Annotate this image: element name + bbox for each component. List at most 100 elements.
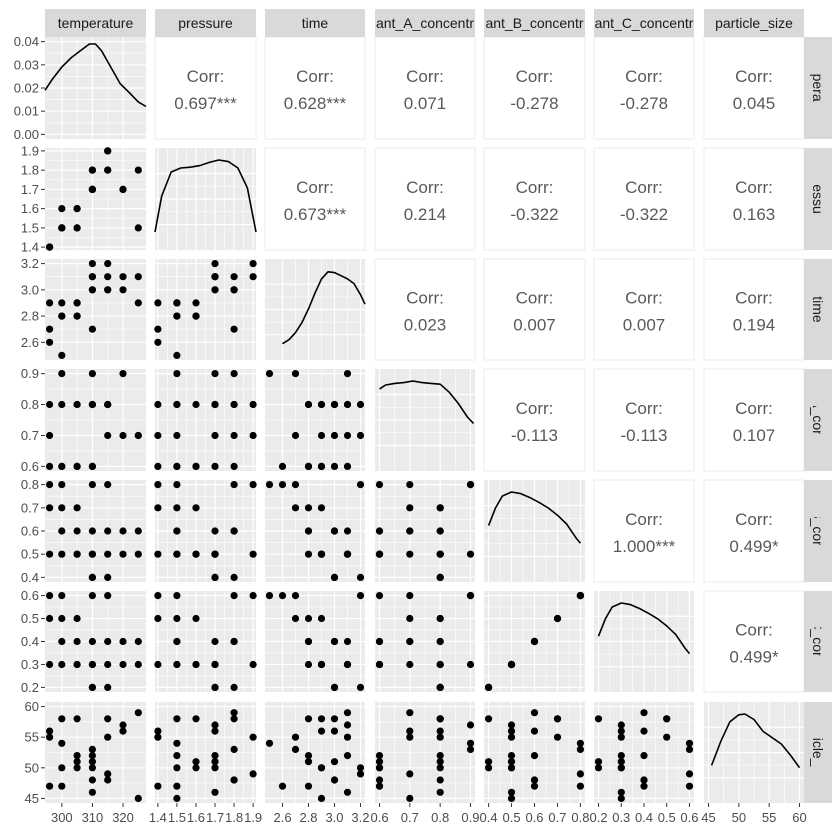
corr-panel-background	[374, 258, 476, 361]
y-tick-label: 1.9	[21, 143, 39, 158]
scatter-point	[104, 637, 112, 646]
y-tick-label: 45	[25, 791, 39, 806]
scatter-point	[73, 312, 81, 320]
right-strip: time	[804, 259, 832, 360]
scatter-point	[356, 592, 365, 600]
panel-1-6: Corr: 0.163	[703, 147, 805, 251]
x-tick-label: 0.3	[612, 810, 630, 825]
corr-label: Corr:	[296, 67, 334, 86]
scatter-point	[317, 462, 326, 470]
corr-panel-background	[374, 36, 476, 140]
corr-value: 0.045	[733, 94, 776, 113]
panel-4-5: Corr: 1.000***	[593, 479, 695, 583]
x-tick-label: 55	[762, 810, 776, 825]
corr-value: -0.278	[620, 94, 668, 113]
scatter-point	[104, 770, 112, 778]
corr-value: -0.322	[620, 205, 668, 224]
scatter-point	[73, 224, 81, 232]
strip-label: ant_C_concentr	[595, 15, 694, 31]
scatter-point	[406, 614, 414, 623]
scatter-point	[265, 481, 274, 489]
scatter-point	[249, 400, 257, 409]
scatter-point	[291, 614, 300, 623]
panel-3-3	[375, 369, 475, 471]
scatter-point	[436, 573, 444, 582]
panel-0-2: Corr: 0.628***	[264, 36, 366, 140]
y-tick-label: 55	[25, 730, 39, 745]
scatter-point	[73, 637, 81, 646]
scatter-point	[58, 205, 66, 213]
x-tick-label: 0.8	[571, 810, 589, 825]
scatter-point	[356, 764, 365, 772]
scatter-point	[211, 527, 219, 535]
corr-panel-background	[703, 36, 805, 140]
panel-1-2: Corr: 0.673***	[264, 147, 366, 251]
panel-4-0	[45, 480, 146, 582]
scatter-point	[663, 715, 671, 723]
scatter-point	[249, 481, 257, 489]
panel-3-5: Corr: -0.113	[593, 368, 695, 472]
scatter-point	[104, 592, 112, 600]
scatter-point	[249, 550, 257, 558]
corr-value: 0.023	[404, 316, 447, 335]
scatter-point	[507, 758, 516, 766]
scatter-point	[154, 338, 162, 346]
x-tick-label: 45	[701, 810, 715, 825]
y-tick-label: 0.8	[21, 477, 39, 492]
scatter-point	[375, 592, 384, 600]
scatter-point	[88, 273, 96, 281]
scatter-point	[436, 683, 444, 692]
panel-0-6: Corr: 0.045	[703, 36, 805, 140]
top-strip: particle_size	[704, 9, 804, 37]
scatter-point	[265, 370, 274, 378]
scatter-point	[154, 481, 162, 489]
scatter-point	[73, 752, 81, 760]
density-curve	[44, 43, 147, 108]
scatter-point	[211, 550, 219, 558]
scatter-point	[291, 431, 300, 440]
right-strip: temperature	[804, 37, 832, 139]
scatter-point	[436, 614, 444, 623]
x-tick-label: 0.4	[480, 810, 498, 825]
scatter-point	[230, 370, 238, 378]
scatter-point	[154, 299, 162, 307]
scatter-point	[104, 273, 112, 281]
scatter-point	[192, 462, 200, 470]
scatter-point	[406, 794, 414, 803]
scatter-point	[278, 481, 287, 489]
scatter-point	[330, 573, 339, 582]
scatter-point	[119, 185, 127, 193]
right-strip: ant_A_concentr	[804, 369, 832, 471]
scatter-point	[304, 550, 313, 558]
scatter-point	[249, 770, 257, 778]
scatter-point	[304, 504, 313, 512]
scatter-point	[73, 299, 81, 307]
panel-5-3	[375, 591, 475, 692]
corr-label: Corr:	[625, 289, 663, 308]
scatter-point	[330, 776, 339, 784]
corr-value: 0.628***	[284, 94, 347, 113]
scatter-point	[134, 794, 142, 803]
scatter-point	[436, 764, 444, 772]
scatter-point	[230, 637, 238, 646]
scatter-point	[507, 727, 516, 735]
scatter-point	[192, 764, 200, 772]
density-curve	[597, 602, 691, 655]
scatter-point	[46, 727, 54, 735]
scatter-point	[530, 727, 539, 735]
scatter-point	[211, 758, 219, 766]
x-tick-label: 1.6	[187, 810, 205, 825]
scatter-point	[173, 462, 181, 470]
corr-label: Corr:	[516, 178, 554, 197]
scatter-point	[375, 637, 384, 646]
panel-6-5	[594, 702, 694, 803]
scatter-point	[375, 776, 384, 784]
scatter-point	[173, 299, 181, 307]
scatter-point	[73, 715, 81, 723]
scatter-point	[58, 637, 66, 646]
scatter-point	[88, 637, 96, 646]
scatter-point	[507, 752, 516, 760]
strip-background	[375, 9, 475, 37]
corr-panel-background	[593, 368, 695, 472]
corr-value: -0.113	[511, 426, 558, 445]
